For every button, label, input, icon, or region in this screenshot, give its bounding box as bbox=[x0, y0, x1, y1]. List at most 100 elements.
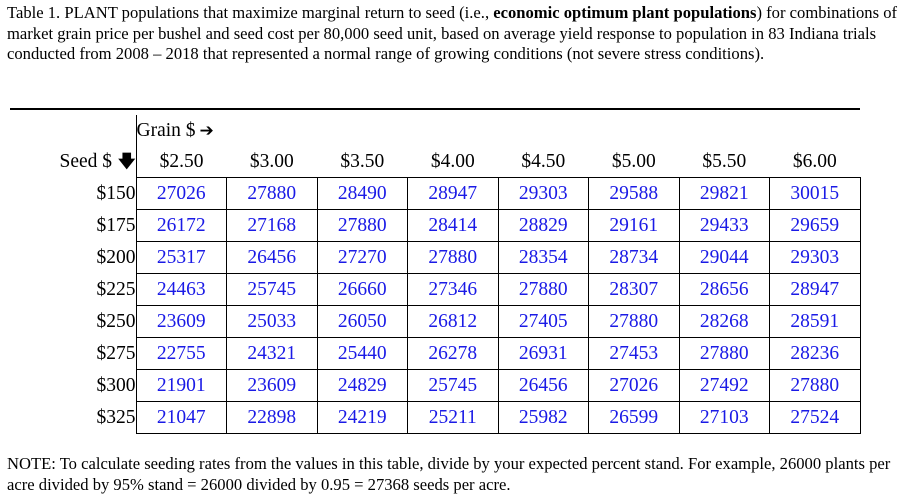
population-value-cell: 25317 bbox=[135, 241, 227, 274]
seed-cost-cell: $325 bbox=[10, 401, 137, 434]
table-row: $275 22755 24321 25440 26278 26931 27453 27880 2… bbox=[10, 337, 861, 370]
population-value-cell: 27026 bbox=[588, 369, 680, 402]
table-row: $250 23609 25033 26050 26812 27405 27880 28268 2… bbox=[10, 305, 861, 338]
population-value-cell: 29588 bbox=[588, 177, 680, 210]
table-caption: Table 1. PLANT populations that maximize… bbox=[7, 3, 909, 65]
population-value-cell: 22898 bbox=[226, 401, 318, 434]
population-value-cell: 27346 bbox=[407, 273, 499, 306]
seed-label: Seed $ bbox=[59, 150, 113, 172]
population-value-cell: 28354 bbox=[497, 241, 589, 274]
population-value-cell: 27880 bbox=[316, 209, 408, 242]
seed-cost-cell: $225 bbox=[10, 273, 137, 306]
seed-cost-cell: $275 bbox=[10, 337, 137, 370]
arrow-down-icon: 🡇 bbox=[118, 151, 136, 172]
population-value-cell: 21047 bbox=[135, 401, 227, 434]
population-value-cell: 27880 bbox=[407, 241, 499, 274]
grain-price-header-cell: $3.50 bbox=[340, 151, 385, 172]
price-header-row: Seed $ 🡇 $2.50 $3.00 $3.50 $4.00 $4.50 $5.00 $5… bbox=[10, 146, 860, 178]
population-value-cell: 27880 bbox=[226, 177, 318, 210]
population-value-cell: 23609 bbox=[135, 305, 227, 338]
population-value-cell: 27168 bbox=[226, 209, 318, 242]
population-value-cell: 28734 bbox=[588, 241, 680, 274]
population-value-cell: 28829 bbox=[497, 209, 589, 242]
population-value-cell: 26456 bbox=[497, 369, 589, 402]
population-value-cell: 25211 bbox=[407, 401, 499, 434]
population-value-cell: 29303 bbox=[769, 241, 861, 274]
population-value-cell: 29161 bbox=[588, 209, 680, 242]
table-top-rule bbox=[10, 108, 860, 110]
population-value-cell: 29821 bbox=[678, 177, 770, 210]
table-row: $175 26172 27168 27880 28414 28829 29161 29433 2… bbox=[10, 209, 861, 242]
population-value-cell: 27492 bbox=[678, 369, 770, 402]
population-value-cell: 28236 bbox=[769, 337, 861, 370]
population-value-cell: 25745 bbox=[226, 273, 318, 306]
population-value-cell: 28490 bbox=[316, 177, 408, 210]
population-table: Grain $ ➔ Seed $ 🡇 $2.50 $3.00 $3.50 $4.00 $4.… bbox=[10, 115, 861, 434]
seed-cost-cell: $300 bbox=[10, 369, 137, 402]
population-value-cell: 27103 bbox=[678, 401, 770, 434]
grain-price-header: Grain $ ➔ bbox=[136, 115, 860, 146]
population-value-cell: 28414 bbox=[407, 209, 499, 242]
population-value-cell: 28947 bbox=[407, 177, 499, 210]
population-value-cell: 28947 bbox=[769, 273, 861, 306]
population-value-cell: 26050 bbox=[316, 305, 408, 338]
seed-cost-cell: $175 bbox=[10, 209, 137, 242]
population-value-cell: 27026 bbox=[135, 177, 227, 210]
seed-price-header: Seed $ 🡇 bbox=[10, 146, 137, 178]
population-value-cell: 27270 bbox=[316, 241, 408, 274]
population-value-cell: 26456 bbox=[226, 241, 318, 274]
population-value-cell: 25033 bbox=[226, 305, 318, 338]
population-value-cell: 28268 bbox=[678, 305, 770, 338]
population-value-cell: 25745 bbox=[407, 369, 499, 402]
population-value-cell: 27880 bbox=[497, 273, 589, 306]
grain-price-header-cell: $3.00 bbox=[249, 151, 294, 172]
grain-price-header-cell: $5.00 bbox=[611, 151, 656, 172]
arrow-right-icon: ➔ bbox=[199, 120, 214, 141]
seed-cost-cell: $200 bbox=[10, 241, 137, 274]
table-row: $325 21047 22898 24219 25211 25982 26599 27103 2… bbox=[10, 401, 861, 434]
caption-text-1: Table 1. PLANT populations that maximize… bbox=[7, 3, 494, 22]
population-value-cell: 27880 bbox=[588, 305, 680, 338]
population-value-cell: 24219 bbox=[316, 401, 408, 434]
seed-cost-cell: $250 bbox=[10, 305, 137, 338]
population-value-cell: 26599 bbox=[588, 401, 680, 434]
grain-price-header-cell: $6.00 bbox=[792, 151, 837, 172]
population-value-cell: 29303 bbox=[497, 177, 589, 210]
grain-price-header-cell: $5.50 bbox=[702, 151, 747, 172]
population-value-cell: 25440 bbox=[316, 337, 408, 370]
grain-price-header-cell: $4.00 bbox=[430, 151, 475, 172]
grain-header-row: Grain $ ➔ bbox=[10, 115, 860, 146]
population-value-cell: 29044 bbox=[678, 241, 770, 274]
population-value-cell: 29433 bbox=[678, 209, 770, 242]
population-value-cell: 26931 bbox=[497, 337, 589, 370]
population-value-cell: 24829 bbox=[316, 369, 408, 402]
population-value-cell: 29659 bbox=[769, 209, 861, 242]
table-row: $225 24463 25745 26660 27346 27880 28307 28656 2… bbox=[10, 273, 861, 306]
population-value-cell: 26660 bbox=[316, 273, 408, 306]
population-value-cell: 24321 bbox=[226, 337, 318, 370]
population-value-cell: 28307 bbox=[588, 273, 680, 306]
grain-label: Grain $ bbox=[136, 119, 196, 141]
population-value-cell: 21901 bbox=[135, 369, 227, 402]
population-value-cell: 27880 bbox=[769, 369, 861, 402]
population-value-cell: 27880 bbox=[678, 337, 770, 370]
caption-text-2: ) for combinations of market grain price… bbox=[7, 3, 898, 63]
population-value-cell: 28591 bbox=[769, 305, 861, 338]
grain-price-header-cell: $4.50 bbox=[521, 151, 566, 172]
population-value-cell: 27453 bbox=[588, 337, 680, 370]
population-value-cell: 28656 bbox=[678, 273, 770, 306]
caption-bold-text: economic optimum plant populations bbox=[493, 3, 757, 22]
population-value-cell: 25982 bbox=[497, 401, 589, 434]
population-value-cell: 27524 bbox=[769, 401, 861, 434]
seed-cost-cell: $150 bbox=[10, 177, 137, 210]
population-value-cell: 26172 bbox=[135, 209, 227, 242]
table-row: $150 27026 27880 28490 28947 29303 29588 29821 3… bbox=[10, 177, 861, 210]
population-value-cell: 22755 bbox=[135, 337, 227, 370]
grain-price-header-cell: $2.50 bbox=[159, 151, 204, 172]
population-value-cell: 24463 bbox=[135, 273, 227, 306]
table-row: $200 25317 26456 27270 27880 28354 28734 29044 2… bbox=[10, 241, 861, 274]
population-value-cell: 23609 bbox=[226, 369, 318, 402]
population-value-cell: 27405 bbox=[497, 305, 589, 338]
population-value-cell: 26812 bbox=[407, 305, 499, 338]
corner-cell bbox=[10, 115, 137, 146]
